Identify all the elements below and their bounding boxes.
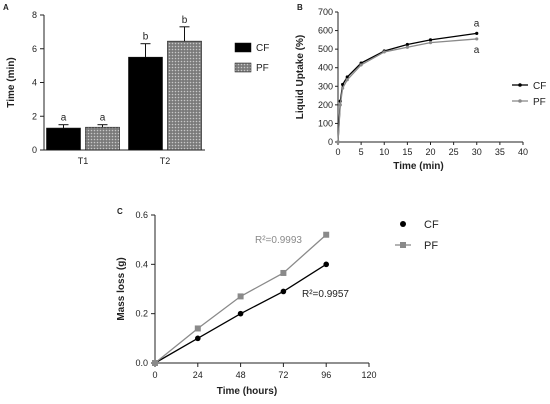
data-point-cf xyxy=(195,335,201,342)
x-tick-label: 40 xyxy=(518,147,528,157)
x-tick-label: 10 xyxy=(379,147,389,157)
x-tick-label: 24 xyxy=(193,370,203,380)
x-tick-label: 25 xyxy=(449,147,459,157)
data-point-cf xyxy=(280,288,287,295)
significance-letter: a xyxy=(474,45,480,56)
y-tick-label: 8 xyxy=(32,10,37,20)
legend-label: CF xyxy=(256,43,269,54)
bar-cf xyxy=(46,127,81,151)
data-point-pf xyxy=(323,231,330,238)
x-axis-title: Time (hours) xyxy=(217,386,277,397)
data-point-pf xyxy=(428,41,433,45)
data-point-pf xyxy=(382,50,386,54)
data-point-pf xyxy=(345,78,349,82)
bar-pf xyxy=(85,126,120,151)
significance-letter: a xyxy=(100,113,106,124)
legend-marker-pf xyxy=(518,99,522,103)
x-tick-label: 72 xyxy=(278,370,288,380)
panel-letter: B xyxy=(297,3,303,12)
y-axis-title: Mass loss (g) xyxy=(116,257,127,320)
x-tick-label: T1 xyxy=(78,156,89,166)
x-tick-label: 15 xyxy=(402,147,412,157)
data-point-pf xyxy=(280,269,287,276)
data-point-cf xyxy=(237,310,244,317)
y-tick-label: 6 xyxy=(32,44,37,54)
bar-cf xyxy=(128,56,163,151)
data-point-cf xyxy=(323,261,330,268)
legend-swatch-cf xyxy=(234,42,252,53)
y-tick-label: 0 xyxy=(32,145,37,155)
x-tick-label: 5 xyxy=(359,147,364,157)
y-tick-label: 200 xyxy=(318,100,333,110)
y-tick-label: 600 xyxy=(318,26,333,36)
panel-b-line-chart: B 0 100 200 300 400 500 600 700 0 5 10 15 20 25 30 35 40 L… xyxy=(295,3,546,172)
y-tick-label: 300 xyxy=(318,81,333,91)
bar-pf xyxy=(167,40,202,151)
y-tick-label: 0.6 xyxy=(135,210,148,220)
legend-marker-cf xyxy=(400,221,406,227)
legend-label: PF xyxy=(256,63,269,74)
legend-label: PF xyxy=(424,240,438,252)
r-squared-annotation-cf: R²=0.9957 xyxy=(302,289,349,300)
data-point-cf xyxy=(428,38,433,42)
x-tick-label: 30 xyxy=(472,147,482,157)
significance-letter: a xyxy=(474,18,480,29)
data-point-pf xyxy=(341,86,345,90)
panel-a-bar-chart: A 0 2 4 6 8 Time (min) T1 a a T2 b b CF PF xyxy=(3,3,269,166)
data-point-pf xyxy=(194,325,201,332)
y-tick-label: 100 xyxy=(318,118,333,128)
x-tick-label: 0 xyxy=(335,147,340,157)
significance-letter: b xyxy=(143,32,149,43)
legend-label: CF xyxy=(424,219,439,231)
legend-marker-cf xyxy=(518,83,522,87)
legend-swatch-pf xyxy=(234,62,252,73)
line-series-pf xyxy=(337,38,477,143)
data-point-pf xyxy=(152,360,158,366)
line-series-cf xyxy=(337,32,477,143)
legend-marker-pf xyxy=(400,242,406,248)
data-point-cf xyxy=(405,42,409,47)
data-point-pf xyxy=(359,63,363,67)
r-squared-annotation-pf: R²=0.9993 xyxy=(255,235,302,246)
panel-letter: C xyxy=(117,207,123,216)
x-tick-label: 48 xyxy=(236,370,246,380)
x-tick-label: 20 xyxy=(425,147,435,157)
significance-letter: a xyxy=(61,113,67,124)
legend-label: PF xyxy=(533,97,546,108)
y-tick-label: 500 xyxy=(318,44,333,54)
y-tick-label: 4 xyxy=(32,78,37,88)
y-tick-label: 0.4 xyxy=(135,259,148,269)
data-point-pf xyxy=(338,103,342,107)
data-point-cf xyxy=(345,75,349,79)
x-axis-title: Time (min) xyxy=(393,161,443,172)
y-tick-label: 0 xyxy=(328,137,333,147)
data-point-cf xyxy=(475,31,479,35)
y-tick-label: 2 xyxy=(32,111,37,121)
y-axis-title: Liquid Uptake (%) xyxy=(295,35,306,119)
x-tick-label: 0 xyxy=(152,370,157,380)
panel-letter: A xyxy=(3,3,9,12)
x-tick-label: 120 xyxy=(361,370,376,380)
data-point-cf xyxy=(341,82,345,87)
legend-label: CF xyxy=(533,81,546,92)
data-point-pf xyxy=(237,293,244,300)
data-point-pf xyxy=(336,140,340,144)
data-point-pf xyxy=(475,37,479,41)
y-tick-label: 700 xyxy=(318,7,333,17)
y-tick-label: 0.0 xyxy=(135,358,148,368)
significance-letter: b xyxy=(182,15,188,26)
data-point-pf xyxy=(405,45,409,49)
y-tick-label: 0.2 xyxy=(135,309,148,319)
x-tick-label: T2 xyxy=(160,156,171,166)
x-tick-label: 96 xyxy=(321,370,331,380)
panel-c-scatter-chart: C 0.0 0.2 0.4 0.6 0 24 48 72 96 120 Mass loss (g) Ti… xyxy=(116,207,439,397)
y-tick-label: 400 xyxy=(318,63,333,73)
y-axis-title: Time (min) xyxy=(6,57,17,107)
x-tick-label: 35 xyxy=(495,147,505,157)
